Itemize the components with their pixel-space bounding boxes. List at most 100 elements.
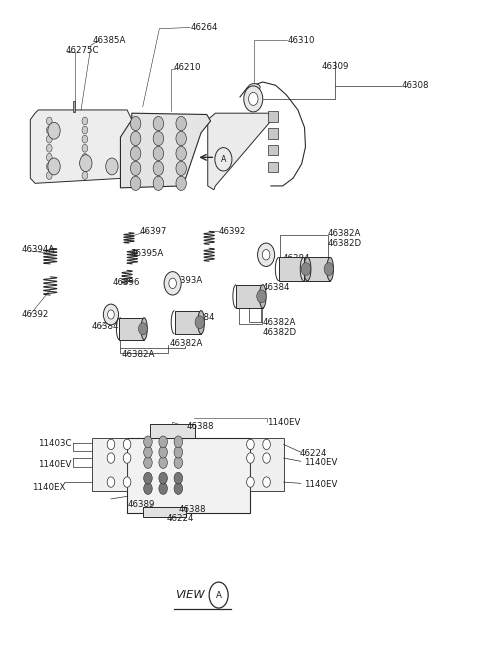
Circle shape — [263, 453, 270, 463]
Text: 46384: 46384 — [188, 312, 216, 322]
Circle shape — [82, 126, 88, 134]
Circle shape — [195, 316, 204, 329]
Circle shape — [131, 117, 141, 131]
Circle shape — [47, 153, 52, 161]
Circle shape — [159, 436, 168, 447]
Bar — [267, 145, 278, 155]
Text: 46382D: 46382D — [328, 238, 362, 248]
Text: 46308: 46308 — [401, 81, 429, 90]
Circle shape — [82, 144, 88, 152]
Circle shape — [107, 477, 115, 487]
Circle shape — [131, 132, 141, 145]
Circle shape — [144, 472, 152, 484]
Circle shape — [324, 263, 334, 276]
Text: 46309: 46309 — [322, 62, 349, 71]
Text: 46392: 46392 — [22, 310, 49, 319]
Ellipse shape — [141, 318, 147, 340]
Bar — [150, 424, 195, 438]
Circle shape — [153, 161, 164, 176]
Circle shape — [247, 453, 254, 463]
Text: 46210: 46210 — [174, 64, 201, 72]
Circle shape — [144, 483, 152, 495]
Circle shape — [82, 172, 88, 179]
Text: 46388: 46388 — [179, 505, 206, 514]
Bar — [72, 102, 75, 112]
Circle shape — [47, 136, 52, 143]
Circle shape — [48, 122, 60, 139]
Circle shape — [144, 457, 152, 468]
Text: 1140EV: 1140EV — [266, 418, 300, 427]
Polygon shape — [120, 113, 211, 188]
Bar — [175, 310, 201, 334]
Circle shape — [244, 86, 263, 112]
Text: 1140EV: 1140EV — [303, 480, 337, 489]
Circle shape — [262, 250, 270, 260]
Circle shape — [159, 446, 168, 458]
Circle shape — [47, 126, 52, 134]
Circle shape — [82, 117, 88, 125]
Circle shape — [47, 162, 52, 170]
Text: 46395A: 46395A — [131, 249, 164, 258]
Ellipse shape — [304, 257, 311, 281]
Circle shape — [176, 176, 186, 191]
Bar — [236, 285, 263, 308]
Text: 46264: 46264 — [190, 23, 218, 32]
Text: 11403C: 11403C — [38, 439, 72, 447]
Text: 46384: 46384 — [283, 253, 310, 263]
Polygon shape — [208, 113, 271, 190]
Bar — [267, 128, 278, 138]
Circle shape — [82, 153, 88, 161]
Text: 46393A: 46393A — [170, 276, 203, 284]
Text: 46388: 46388 — [187, 422, 215, 431]
Text: 46389: 46389 — [127, 500, 155, 509]
Circle shape — [174, 436, 182, 447]
Circle shape — [82, 136, 88, 143]
Circle shape — [107, 453, 115, 463]
Text: A: A — [221, 155, 226, 164]
Circle shape — [139, 323, 147, 335]
Circle shape — [159, 483, 168, 495]
Circle shape — [106, 158, 118, 175]
Circle shape — [176, 161, 186, 176]
Text: 46382A: 46382A — [170, 339, 203, 348]
Circle shape — [169, 278, 177, 289]
Circle shape — [131, 176, 141, 191]
Text: 46382A: 46382A — [263, 318, 296, 328]
Circle shape — [257, 290, 266, 303]
Circle shape — [249, 92, 258, 105]
Circle shape — [103, 304, 119, 325]
Circle shape — [123, 440, 131, 449]
Circle shape — [176, 146, 186, 160]
Bar — [303, 257, 330, 281]
Bar — [127, 438, 251, 514]
Text: 46382D: 46382D — [263, 328, 297, 337]
Circle shape — [108, 310, 114, 319]
Circle shape — [48, 158, 60, 175]
Circle shape — [258, 243, 275, 267]
Circle shape — [247, 477, 254, 487]
Text: 46382A: 46382A — [328, 229, 361, 238]
Circle shape — [131, 146, 141, 160]
Circle shape — [174, 446, 182, 458]
Circle shape — [47, 117, 52, 125]
Text: 1140EV: 1140EV — [303, 458, 337, 467]
Circle shape — [144, 436, 152, 447]
Circle shape — [123, 477, 131, 487]
Polygon shape — [30, 110, 132, 183]
Bar — [267, 111, 278, 122]
Bar — [251, 438, 284, 491]
Text: 46275C: 46275C — [65, 47, 99, 55]
Text: 1140EX: 1140EX — [32, 483, 66, 492]
Circle shape — [153, 146, 164, 160]
Text: 46397: 46397 — [139, 227, 167, 236]
Text: A: A — [216, 591, 222, 599]
Circle shape — [107, 440, 115, 449]
Bar — [267, 162, 278, 172]
Circle shape — [82, 162, 88, 170]
Bar — [120, 318, 144, 340]
Circle shape — [164, 272, 181, 295]
Circle shape — [47, 172, 52, 179]
Ellipse shape — [198, 310, 204, 334]
Text: VIEW: VIEW — [175, 590, 205, 600]
Text: 1140EV: 1140EV — [38, 460, 72, 469]
